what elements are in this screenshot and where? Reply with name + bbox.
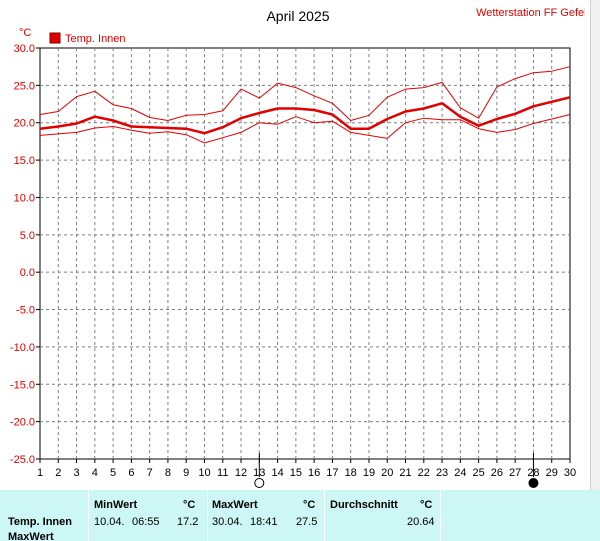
max-header: MaxWert (212, 499, 258, 511)
full-moon-icon (254, 478, 265, 488)
min-date: 10.04. (94, 516, 125, 528)
y-tick-label: 10.0 (14, 192, 35, 204)
y-axis-ticks: 30.0 25.0 20.0 15.0 10.0 5.0 0.0 -5.0 -10.0 -15.0… (10, 43, 40, 466)
min-value: 17.2 (177, 516, 199, 528)
x-tick-label: 3 (73, 467, 79, 479)
x-tick-label: 19 (363, 467, 375, 479)
row2-label: MaxWert (8, 531, 54, 541)
x-tick-label: 16 (308, 467, 320, 479)
column-divider (207, 490, 208, 541)
x-tick-label: 6 (128, 467, 134, 479)
x-tick-label: 7 (147, 467, 153, 479)
x-tick-label: 1 (37, 467, 43, 479)
y-tick-label: 0.0 (20, 267, 35, 279)
max-date: 30.04. (212, 516, 243, 528)
min-unit: °C (183, 499, 196, 511)
legend-label: Temp. Innen (65, 33, 126, 45)
series-max-line (39, 66, 571, 121)
x-tick-label: 22 (418, 467, 430, 479)
y-tick-label: -25.0 (10, 454, 35, 466)
x-tick-label: 11 (217, 467, 228, 479)
x-tick-label: 5 (110, 467, 116, 479)
x-tick-label: 12 (235, 467, 247, 479)
statistics-panel: MinWert °C MaxWert °C Durchschnitt °C Te… (0, 490, 600, 541)
x-tick-label: 9 (183, 467, 189, 479)
series-lines (39, 66, 571, 144)
y-tick-label: 15.0 (14, 155, 35, 167)
series-avg-line (39, 96, 571, 135)
x-tick-label: 8 (165, 467, 171, 479)
y-tick-label: -5.0 (16, 305, 35, 317)
row-name: Temp. Innen (8, 516, 72, 528)
x-tick-label: 18 (345, 467, 357, 479)
x-tick-label: 23 (436, 467, 448, 479)
max-value: 27.5 (296, 516, 318, 528)
y-unit-label: °C (19, 27, 31, 39)
y-tick-label: -10.0 (10, 342, 35, 354)
y-tick-label: 20.0 (14, 118, 35, 130)
y-tick-label: -20.0 (10, 417, 35, 429)
avg-unit: °C (420, 499, 433, 511)
column-divider (324, 490, 325, 541)
column-divider (88, 490, 89, 541)
x-tick-label: 29 (546, 467, 558, 479)
series-min-line (39, 114, 571, 144)
max-time: 18:41 (250, 516, 278, 528)
station-name: Wetterstation FF Gefell (476, 7, 589, 19)
column-divider (440, 490, 441, 541)
x-tick-label: 17 (326, 467, 338, 479)
vertical-scrollbar[interactable] (585, 0, 600, 490)
x-tick-label: 25 (472, 467, 484, 479)
x-tick-label: 15 (290, 467, 302, 479)
grid-lines (40, 48, 570, 459)
x-tick-label: 21 (399, 467, 411, 479)
scrollbar-track[interactable] (590, 0, 600, 490)
avg-header: Durchschnitt (330, 499, 398, 511)
x-tick-label: 10 (198, 467, 210, 479)
temperature-chart: April 2025 Wetterstation FF Gefell °C 30… (10, 7, 589, 488)
x-tick-label: 30 (564, 467, 576, 479)
x-tick-label: 4 (92, 467, 98, 479)
y-tick-label: 30.0 (14, 43, 35, 55)
x-tick-label: 27 (509, 467, 521, 479)
y-tick-label: 25.0 (14, 80, 35, 92)
x-tick-label: 20 (381, 467, 393, 479)
x-axis-ticks: 1 2 3 4 5 6 7 8 9 10 11 12 13 14 15 16 17 18 19 20 21 22 23 24 2… (37, 459, 576, 479)
x-tick-label: 24 (454, 467, 466, 479)
legend-swatch (49, 32, 61, 44)
plot-area (39, 47, 571, 460)
y-tick-label: -15.0 (10, 379, 35, 391)
max-unit: °C (303, 499, 316, 511)
y-tick-label: 5.0 (20, 230, 35, 242)
x-tick-label: 26 (491, 467, 503, 479)
x-tick-label: 14 (271, 467, 283, 479)
x-tick-label: 2 (55, 467, 61, 479)
legend: Temp. Innen (49, 32, 126, 45)
chart-title: April 2025 (266, 8, 329, 24)
avg-value: 20.64 (407, 516, 435, 528)
new-moon-icon (528, 478, 539, 488)
min-time: 06:55 (132, 516, 160, 528)
moon-phase-markers (254, 453, 539, 488)
min-header: MinWert (94, 499, 138, 511)
